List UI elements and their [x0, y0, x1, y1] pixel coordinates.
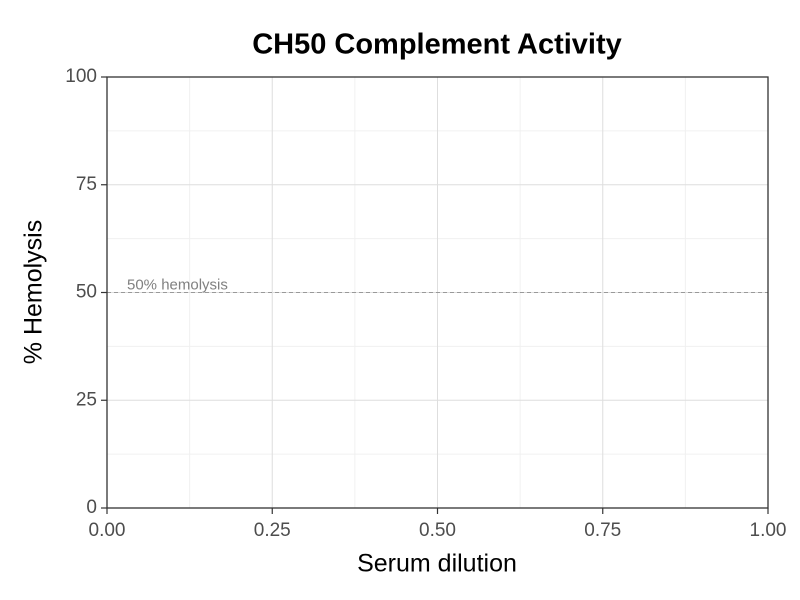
y-tick-label: 0	[86, 497, 97, 518]
x-tick-label: 0.50	[419, 520, 456, 541]
y-axis-label: % Hemolysis	[20, 220, 48, 364]
chart-title: CH50 Complement Activity	[252, 29, 622, 61]
y-tick-label: 100	[65, 66, 97, 87]
y-tick-label: 50	[76, 282, 97, 303]
x-tick-label: 0.25	[254, 520, 291, 541]
x-tick-label: 0.00	[89, 520, 126, 541]
x-axis-label: Serum dilution	[357, 550, 517, 578]
reference-label: 50% hemolysis	[127, 276, 228, 293]
x-tick-label: 0.75	[584, 520, 621, 541]
y-tick-label: 75	[76, 174, 97, 195]
x-tick-label: 1.00	[750, 520, 787, 541]
y-tick-label: 25	[76, 389, 97, 410]
panel-border	[106, 76, 769, 509]
